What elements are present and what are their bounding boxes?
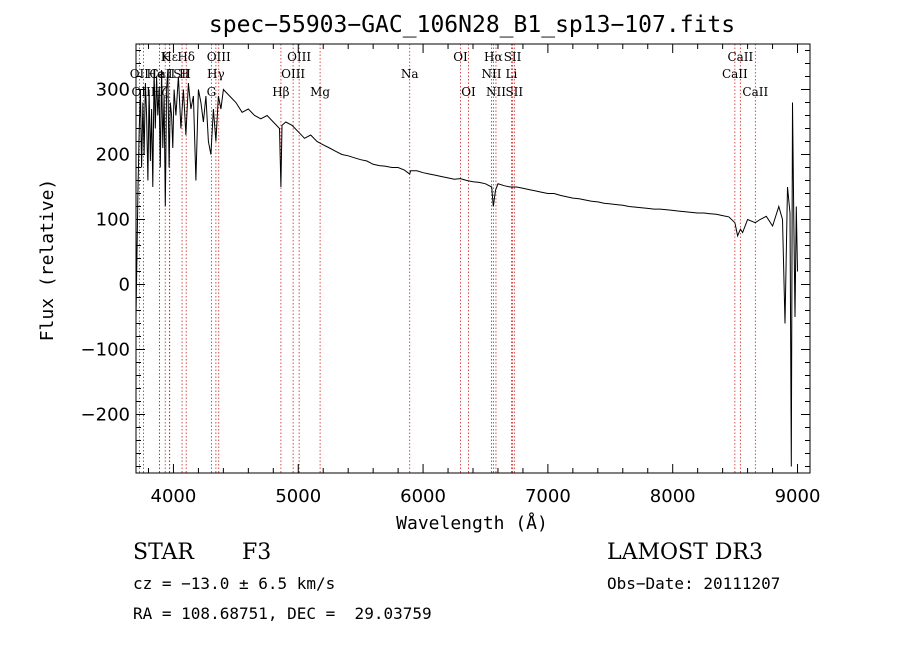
line-label-9: OIII (207, 50, 231, 64)
line-label-27: CaII (742, 85, 768, 99)
line-label-15: Mg (310, 85, 330, 99)
plot-frame (135, 43, 811, 474)
line-label-10: Hγ (207, 67, 225, 81)
y-tick-label-5: 300 (96, 80, 130, 101)
spectrum-line (135, 69, 798, 467)
line-label-2: K (161, 50, 171, 64)
y-tick-label-0: −200 (81, 405, 130, 426)
y-tick-label-3: 100 (96, 210, 130, 231)
line-label-3: He I (147, 67, 173, 81)
x-tick-label-3: 7000 (525, 486, 571, 507)
y-axis-label: Flux (relative) (37, 179, 58, 342)
x-tick-label-0: 4000 (151, 486, 197, 507)
object-subclass: F3 (242, 540, 272, 565)
axis-ticks: 4000 5000 6000 7000 8000 9000 −200 −100 0 100 200 3… (81, 44, 821, 507)
sky-coordinates: RA = 108.68751, DEC = 29.03759 (133, 604, 432, 623)
line-label-12: OIII (287, 50, 311, 64)
line-label-11: G (207, 85, 217, 99)
line-label-8: SII (173, 67, 191, 81)
x-tick-label-4: 8000 (650, 486, 696, 507)
object-class: STAR (133, 540, 194, 565)
line-label-17: OI (453, 50, 468, 64)
line-label-24: SII (505, 85, 523, 99)
line-label-7: Hδ (177, 50, 195, 64)
line-label-4: OII (130, 67, 150, 81)
chart-title: spec−55903−GAC_106N28_B1_sp13−107.fits (209, 12, 735, 38)
observation-date: Obs−Date: 20111207 (607, 574, 781, 593)
x-tick-label-2: 6000 (400, 486, 446, 507)
line-label-21: NII (486, 85, 506, 99)
line-label-16: Na (401, 67, 419, 81)
line-label-23: Li (506, 67, 518, 81)
line-label-26: CaII (722, 67, 748, 81)
line-label-18: OI (461, 85, 476, 99)
emission-line-markers (138, 44, 756, 473)
y-tick-label-4: 200 (96, 145, 130, 166)
x-tick-label-1: 5000 (275, 486, 321, 507)
line-label-14: Hβ (272, 85, 289, 99)
line-label-6: Hζ (151, 85, 168, 99)
redshift-velocity: cz = −13.0 ± 6.5 km/s (133, 574, 336, 593)
line-label-20: NII (481, 67, 501, 81)
line-label-22: SII (504, 50, 522, 64)
line-label-1: CaII H (149, 67, 189, 81)
line-label-25: CaII (727, 50, 753, 64)
x-axis-label: Wavelength (Å) (396, 512, 548, 534)
survey-name: LAMOST DR3 (607, 540, 763, 565)
y-tick-label-2: 0 (119, 275, 130, 296)
line-label-19: Hα (484, 50, 503, 64)
y-tick-label-1: −100 (81, 340, 130, 361)
line-label-0: Hε (161, 50, 178, 64)
line-label-13: OIII (281, 67, 305, 81)
x-tick-label-5: 9000 (775, 486, 821, 507)
